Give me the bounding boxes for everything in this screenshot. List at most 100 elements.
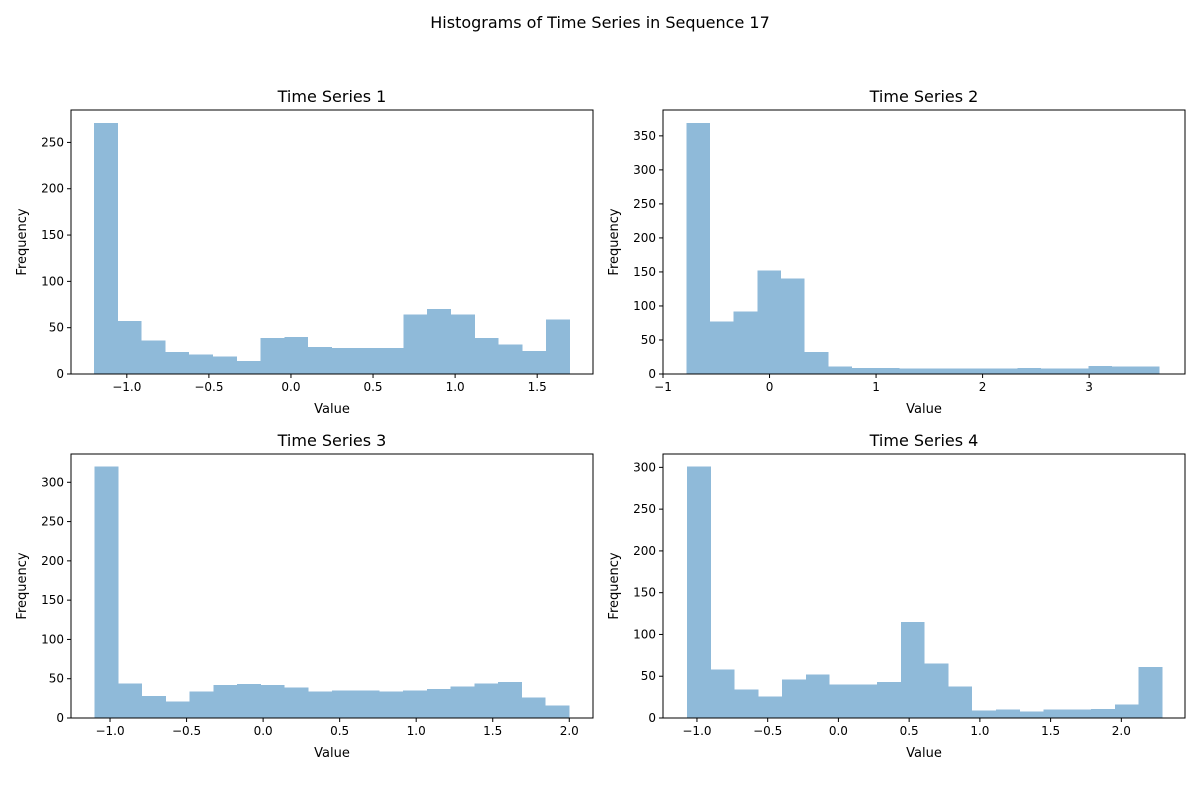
x-tick-label: 0.5 bbox=[330, 724, 349, 738]
x-axis-label: Value bbox=[314, 402, 350, 417]
histogram-bars bbox=[687, 466, 1163, 718]
histogram-bar bbox=[213, 685, 238, 718]
x-tick-label: −1.0 bbox=[682, 724, 711, 738]
histogram-bar bbox=[996, 709, 1020, 718]
subplot-1: −1.0 −0.5 0.0 0.5 1.0 1.5 0 50 100 150 200 250 Time … bbox=[15, 87, 594, 417]
histogram-bar bbox=[165, 351, 190, 374]
histogram-bar bbox=[93, 122, 118, 375]
y-tick-label: 250 bbox=[41, 135, 64, 149]
histogram-bar bbox=[498, 681, 522, 718]
histogram-bar bbox=[522, 350, 547, 374]
histogram-bar bbox=[875, 367, 900, 374]
histogram-bar bbox=[379, 691, 404, 718]
y-axis-label: Frequency bbox=[607, 208, 622, 275]
x-tick-label: 0.5 bbox=[363, 380, 382, 394]
histogram-bar bbox=[474, 337, 499, 374]
histogram-bar bbox=[142, 696, 166, 718]
histogram-bar bbox=[284, 336, 309, 374]
histogram-bar bbox=[165, 701, 190, 718]
axes-frame bbox=[662, 109, 1186, 375]
y-tick-label: 200 bbox=[41, 554, 64, 568]
histogram-bar bbox=[260, 337, 285, 374]
histogram-bar bbox=[545, 705, 570, 718]
histogram-bar bbox=[1112, 366, 1136, 374]
histogram-bar bbox=[355, 690, 380, 718]
subplot-title: Time Series 1 bbox=[277, 87, 387, 106]
subplot-title: Time Series 2 bbox=[869, 87, 979, 106]
x-tick-label: 1.5 bbox=[528, 380, 547, 394]
histogram-bar bbox=[733, 311, 758, 374]
x-axis-label: Value bbox=[906, 746, 942, 761]
histogram-bar bbox=[924, 663, 949, 718]
axes-frame bbox=[70, 109, 594, 375]
y-tick-label: 350 bbox=[633, 129, 656, 143]
y-axis-label: Frequency bbox=[15, 552, 30, 619]
x-tick-label: 1.0 bbox=[970, 724, 989, 738]
histogram-bar bbox=[284, 687, 309, 718]
y-tick-label: 150 bbox=[41, 228, 64, 242]
y-tick-label: 100 bbox=[633, 627, 656, 641]
histogram-bar bbox=[308, 347, 332, 374]
histogram-bar bbox=[308, 691, 332, 718]
y-tick-label: 0 bbox=[648, 367, 656, 381]
histogram-bar bbox=[94, 466, 119, 718]
histogram-bar bbox=[355, 348, 380, 374]
histogram-bar bbox=[922, 368, 947, 374]
histogram-bar bbox=[1138, 667, 1163, 718]
x-tick-label: 1.5 bbox=[483, 724, 502, 738]
x-tick-label: −1.0 bbox=[112, 380, 141, 394]
histogram-bar bbox=[403, 690, 427, 718]
histogram-bar bbox=[782, 679, 806, 718]
histogram-bar bbox=[1064, 368, 1089, 374]
y-tick-label: 0 bbox=[648, 711, 656, 725]
x-axis-label: Value bbox=[906, 402, 942, 417]
histogram-bar bbox=[828, 366, 852, 374]
y-tick-label: 150 bbox=[633, 586, 656, 600]
subplot-title: Time Series 4 bbox=[869, 431, 979, 450]
histogram-bar bbox=[117, 321, 142, 374]
histogram-bar bbox=[474, 683, 499, 718]
histogram-bar bbox=[427, 309, 452, 374]
histogram-bar bbox=[1114, 704, 1139, 718]
histogram-bar bbox=[450, 686, 475, 718]
histogram-bar bbox=[1091, 708, 1115, 718]
histogram-bar bbox=[734, 689, 759, 718]
histogram-bar bbox=[899, 368, 923, 374]
histogram-bar bbox=[237, 684, 261, 718]
histogram-bar bbox=[189, 691, 214, 718]
histogram-bar bbox=[805, 674, 830, 718]
histogram-bar bbox=[1041, 368, 1065, 374]
histogram-bar bbox=[332, 690, 356, 718]
histogram-bar bbox=[686, 122, 711, 375]
y-tick-label: 0 bbox=[56, 367, 64, 381]
histogram-bar bbox=[141, 340, 166, 374]
histogram-bar bbox=[993, 368, 1018, 374]
y-tick-label: 50 bbox=[49, 321, 64, 335]
x-tick-label: −0.5 bbox=[194, 380, 223, 394]
x-tick-label: 3 bbox=[1085, 380, 1093, 394]
histogram-bars bbox=[93, 122, 571, 375]
subplot-title: Time Series 3 bbox=[277, 431, 387, 450]
subplot-3: −1.0 −0.5 0.0 0.5 1.0 1.5 2.0 0 50 100 150 200 250 30… bbox=[15, 431, 594, 761]
x-axis-label: Value bbox=[314, 746, 350, 761]
x-tick-label: 0.0 bbox=[254, 724, 273, 738]
histogram-bar bbox=[1017, 367, 1042, 374]
histogram-bar bbox=[710, 669, 735, 718]
histogram-bars bbox=[686, 122, 1160, 375]
y-tick-label: 50 bbox=[49, 672, 64, 686]
histogram-bar bbox=[804, 352, 829, 374]
histogram-bar bbox=[781, 278, 805, 374]
y-tick-label: 150 bbox=[633, 265, 656, 279]
x-tick-label: 2.0 bbox=[1112, 724, 1131, 738]
histogram-bar bbox=[851, 367, 876, 374]
histogram-bar bbox=[498, 344, 523, 374]
y-tick-label: 50 bbox=[641, 333, 656, 347]
histogram-bar bbox=[877, 682, 901, 718]
x-tick-label: 2.0 bbox=[560, 724, 579, 738]
histogram-bar bbox=[758, 696, 783, 718]
histogram-bar bbox=[521, 697, 546, 718]
histogram-bar bbox=[710, 321, 734, 374]
x-tick-label: −1.0 bbox=[95, 724, 124, 738]
